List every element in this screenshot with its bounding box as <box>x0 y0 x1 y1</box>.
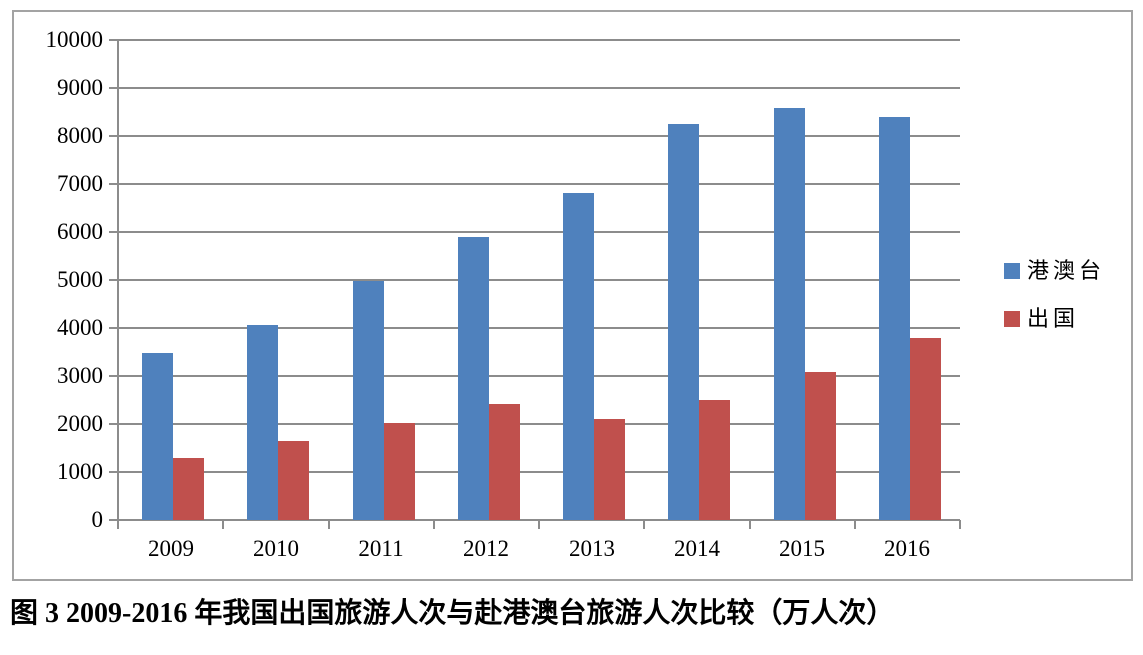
y-axis-line <box>117 40 119 529</box>
y-axis-label: 7000 <box>57 171 103 196</box>
gridline <box>118 39 960 41</box>
bar-abroad-2010 <box>278 441 309 520</box>
bar-abroad-2012 <box>489 404 520 520</box>
bar-hmt-2015 <box>774 108 805 520</box>
y-axis-label: 4000 <box>57 315 103 340</box>
bar-abroad-2016 <box>910 338 941 520</box>
bar-abroad-2015 <box>805 372 836 520</box>
y-axis-label: 9000 <box>57 75 103 100</box>
legend-swatch-icon <box>1004 311 1020 327</box>
y-tick <box>109 279 118 281</box>
bar-abroad-2011 <box>384 423 415 520</box>
x-tick <box>117 520 119 529</box>
y-tick <box>109 231 118 233</box>
bar-hmt-2009 <box>142 353 173 520</box>
y-axis-label: 8000 <box>57 123 103 148</box>
legend-swatch-icon <box>1004 263 1020 279</box>
y-axis-label: 6000 <box>57 219 103 244</box>
gridline <box>118 375 960 377</box>
y-tick <box>109 39 118 41</box>
bar-hmt-2013 <box>563 193 594 520</box>
bar-hmt-2016 <box>879 117 910 520</box>
y-tick <box>109 423 118 425</box>
y-axis-label: 10000 <box>45 27 104 52</box>
y-axis-label: 3000 <box>57 363 103 388</box>
bar-hmt-2014 <box>668 124 699 520</box>
gridline <box>118 87 960 89</box>
x-axis-label: 2015 <box>779 536 825 561</box>
gridline <box>118 231 960 233</box>
gridline <box>118 471 960 473</box>
x-axis-label: 2009 <box>148 536 194 561</box>
gridline <box>118 327 960 329</box>
y-tick <box>109 327 118 329</box>
bar-hmt-2012 <box>458 237 489 520</box>
x-tick <box>854 520 856 529</box>
figure-caption: 图 3 2009-2016 年我国出国旅游人次与赴港澳台旅游人次比较（万人次） <box>10 598 895 629</box>
legend-item-abroad: 出国 <box>1004 307 1134 331</box>
x-tick <box>222 520 224 529</box>
bar-abroad-2014 <box>699 400 730 520</box>
x-tick <box>538 520 540 529</box>
x-axis-label: 2011 <box>358 536 404 561</box>
y-tick <box>109 87 118 89</box>
x-tick <box>328 520 330 529</box>
gridline <box>118 183 960 185</box>
y-axis-label: 1000 <box>57 459 103 484</box>
gridline <box>118 279 960 281</box>
x-tick <box>643 520 645 529</box>
bar-hmt-2010 <box>247 325 278 520</box>
y-axis-label: 2000 <box>57 411 103 436</box>
x-axis-label: 2012 <box>463 536 509 561</box>
bar-abroad-2009 <box>173 458 204 520</box>
gridline <box>118 423 960 425</box>
legend-item-hmt: 港澳台 <box>1004 259 1134 283</box>
legend-label: 出国 <box>1027 306 1080 331</box>
y-tick <box>109 471 118 473</box>
x-tick <box>749 520 751 529</box>
y-tick <box>109 375 118 377</box>
y-tick <box>109 183 118 185</box>
y-tick <box>109 135 118 137</box>
y-axis-label: 0 <box>91 507 104 532</box>
x-axis-label: 2016 <box>884 536 930 561</box>
x-axis-label: 2014 <box>674 536 720 561</box>
legend: 港澳台 出国 <box>1004 259 1134 359</box>
x-axis-label: 2013 <box>569 536 615 561</box>
bar-abroad-2013 <box>594 419 625 520</box>
x-tick <box>433 520 435 529</box>
x-tick <box>959 520 961 529</box>
legend-label: 港澳台 <box>1027 258 1106 283</box>
x-axis-label: 2010 <box>253 536 299 561</box>
y-tick <box>109 519 118 521</box>
y-axis-label: 5000 <box>57 267 103 292</box>
bar-hmt-2011 <box>353 281 384 520</box>
gridline <box>118 135 960 137</box>
